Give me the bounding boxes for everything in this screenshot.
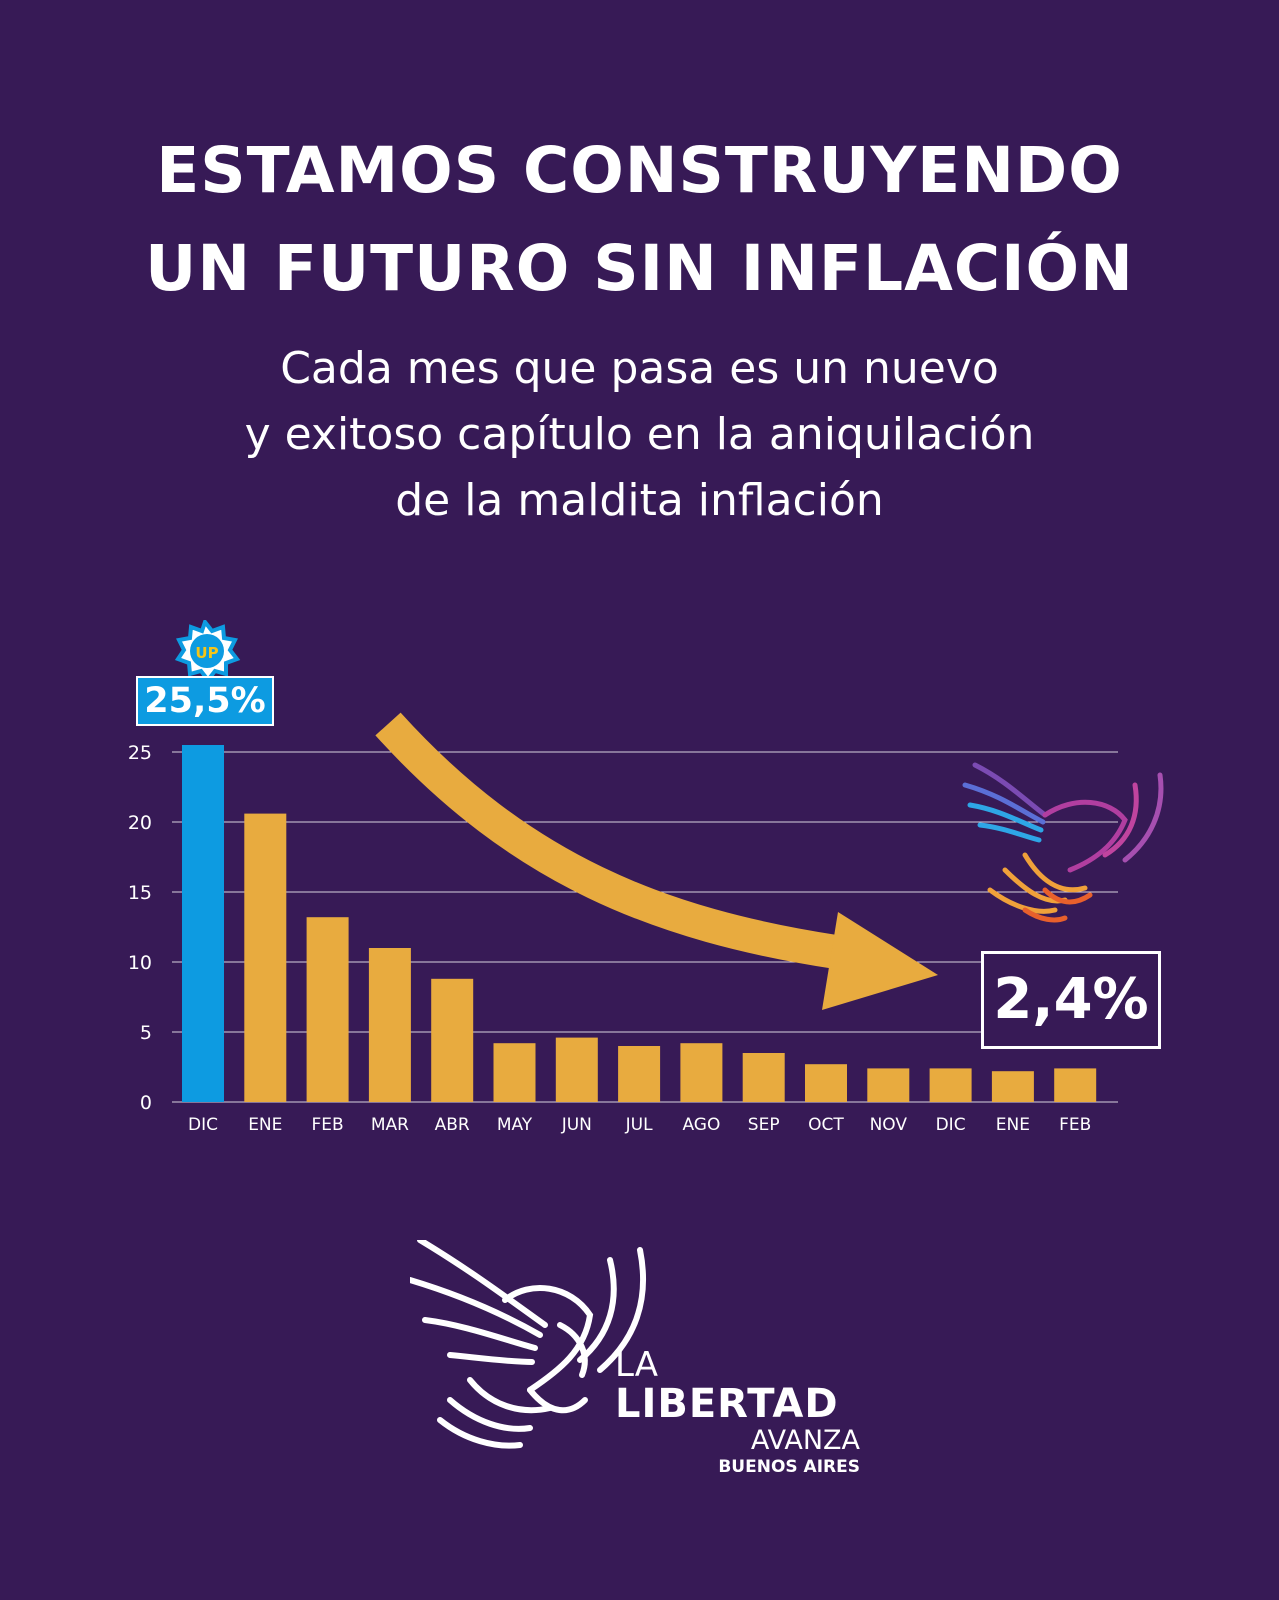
bar [805, 1064, 847, 1102]
trend-arrow [375, 712, 938, 1010]
bar [680, 1043, 723, 1102]
bar [182, 745, 224, 1102]
bar [618, 1046, 661, 1102]
x-tick-label: JUN [561, 1115, 592, 1135]
y-tick-label: 10 [128, 952, 152, 974]
brand-avanza: AVANZA [750, 1425, 860, 1456]
x-tick-label: ABR [435, 1115, 470, 1135]
brand-la: LA [615, 1345, 658, 1385]
bar [306, 917, 349, 1102]
x-tick-label: NOV [870, 1115, 908, 1135]
headline-line-2: UN FUTURO SIN INFLACIÓN [145, 232, 1134, 305]
y-tick-label: 5 [140, 1022, 152, 1044]
y-tick-label: 20 [128, 812, 152, 834]
x-tick-label: MAY [497, 1115, 533, 1135]
bar [742, 1053, 785, 1102]
x-tick-label: DIC [188, 1115, 218, 1135]
x-tick-label: ENE [248, 1115, 282, 1135]
x-tick-label: OCT [808, 1115, 844, 1135]
up-badge-icon: UP [174, 620, 241, 682]
bar [368, 948, 411, 1102]
x-axis-labels: DIC ENE FEB MAR ABR MAY JUN JUL AGO SEP OCT NOV DIC E… [188, 1115, 1091, 1135]
trend-arrow-shaft [375, 712, 839, 969]
brand-region: BUENOS AIRES [718, 1457, 860, 1477]
end-value-callout: 2,4% [981, 951, 1161, 1049]
headline: ESTAMOS CONSTRUYENDO UN FUTURO SIN INFLA… [0, 122, 1279, 318]
subtitle-line-1: Cada mes que pasa es un nuevo [280, 343, 999, 394]
y-tick-label: 25 [128, 742, 152, 764]
bar [867, 1068, 910, 1102]
subtitle-line-2: y exitoso capítulo en la aniquilación [244, 409, 1035, 460]
bar [431, 978, 474, 1102]
start-value-callout: 25,5% [136, 676, 274, 726]
y-tick-label: 15 [128, 882, 152, 904]
headline-line-1: ESTAMOS CONSTRUYENDO [156, 134, 1123, 207]
chart-bars [182, 745, 1097, 1102]
bar [555, 1037, 598, 1102]
up-badge-text: UP [195, 644, 218, 662]
x-tick-label: DIC [936, 1115, 966, 1135]
y-axis-labels: 0 5 10 15 20 25 [128, 742, 152, 1114]
brand-libertad: LIBERTAD [615, 1381, 839, 1427]
x-tick-label: AGO [682, 1115, 720, 1135]
x-tick-label: ENE [996, 1115, 1030, 1135]
x-tick-label: JUL [625, 1115, 653, 1135]
y-tick-label: 0 [140, 1092, 152, 1114]
bar [991, 1071, 1034, 1102]
x-tick-label: MAR [371, 1115, 409, 1135]
bar [1054, 1068, 1097, 1102]
brand-wordmark: LA LIBERTAD AVANZA BUENOS AIRES [615, 1348, 865, 1478]
bar [929, 1068, 972, 1102]
bar [244, 813, 287, 1102]
subtitle: Cada mes que pasa es un nuevo y exitoso … [0, 336, 1279, 534]
x-tick-label: FEB [1059, 1115, 1091, 1135]
inflation-bar-chart: 0 5 10 15 20 25 DIC ENE FEB MAR ABR MAY JUN JUL AGO SE… [128, 712, 1164, 1135]
eagle-icon [962, 762, 1164, 923]
trend-arrow-head [822, 912, 938, 1010]
brand-eagle-icon [410, 1240, 646, 1449]
x-tick-label: FEB [312, 1115, 344, 1135]
subtitle-line-3: de la maldita inflación [395, 475, 884, 526]
x-tick-label: SEP [748, 1115, 780, 1135]
bar [493, 1043, 536, 1102]
